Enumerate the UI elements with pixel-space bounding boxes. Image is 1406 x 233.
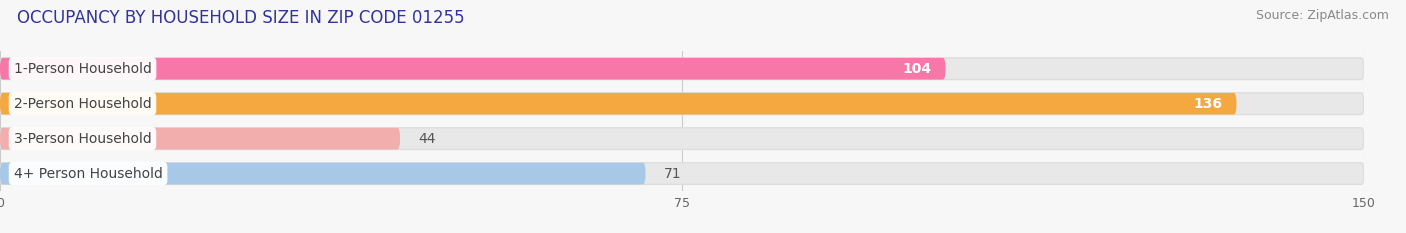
Text: 104: 104 [903,62,932,76]
FancyBboxPatch shape [0,58,1364,80]
Text: 71: 71 [664,167,682,181]
FancyBboxPatch shape [0,93,1236,115]
Text: 2-Person Household: 2-Person Household [14,97,152,111]
Text: Source: ZipAtlas.com: Source: ZipAtlas.com [1256,9,1389,22]
Text: 136: 136 [1194,97,1223,111]
Text: 4+ Person Household: 4+ Person Household [14,167,163,181]
FancyBboxPatch shape [0,58,946,80]
Text: 44: 44 [418,132,436,146]
Text: 1-Person Household: 1-Person Household [14,62,152,76]
Text: OCCUPANCY BY HOUSEHOLD SIZE IN ZIP CODE 01255: OCCUPANCY BY HOUSEHOLD SIZE IN ZIP CODE … [17,9,464,27]
FancyBboxPatch shape [0,128,1364,150]
FancyBboxPatch shape [0,163,645,185]
Text: 3-Person Household: 3-Person Household [14,132,152,146]
FancyBboxPatch shape [0,163,1364,185]
FancyBboxPatch shape [0,128,401,150]
FancyBboxPatch shape [0,93,1364,115]
